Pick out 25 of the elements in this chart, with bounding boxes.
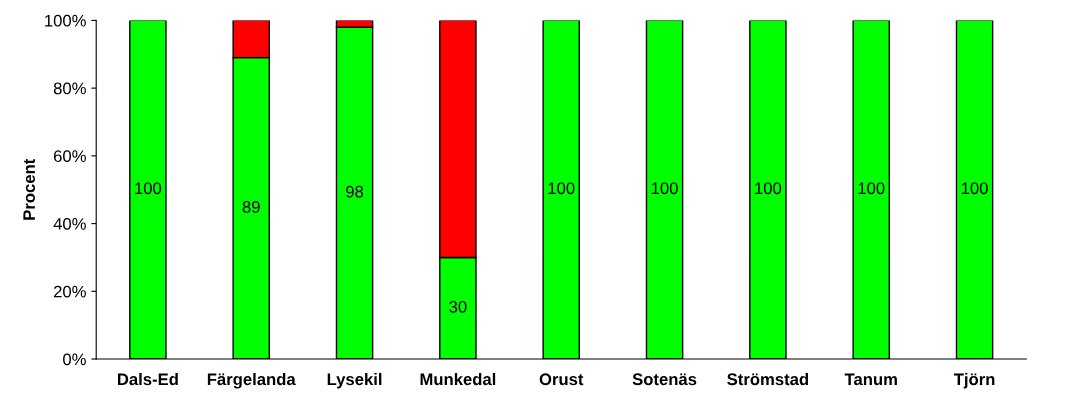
data-label: 89 [242,201,260,213]
data-label: 98 [346,185,364,198]
y-tick-label: 80% [53,82,86,95]
data-label: 100 [651,182,678,195]
data-label: 100 [858,182,885,195]
x-tick-label: Tjörn [953,372,995,389]
y-tick-label: 0% [63,353,86,366]
x-tick-label: Sotenäs [632,373,697,386]
x-tick-label: Tanum [844,373,897,386]
x-tick-label: Färgelanda [207,372,296,389]
x-tick-label: Munkedal [420,372,496,386]
data-label: 100 [135,182,162,195]
x-tick-label: Lysekil [327,372,382,389]
y-tick-label: 100% [45,14,86,27]
y-axis-title: Procent [23,158,36,220]
y-tick-label: 40% [53,217,86,230]
x-tick-label: Strömstad [727,372,809,386]
data-label: 30 [449,300,467,313]
data-label: 100 [755,182,782,195]
data-label: 100 [548,182,575,195]
x-tick-label: Dals-Ed [117,372,178,386]
data-label: 100 [961,182,988,195]
y-tick-label: 60% [53,150,86,163]
y-tick-label: 20% [53,285,86,298]
x-tick-label: Orust [539,373,584,386]
